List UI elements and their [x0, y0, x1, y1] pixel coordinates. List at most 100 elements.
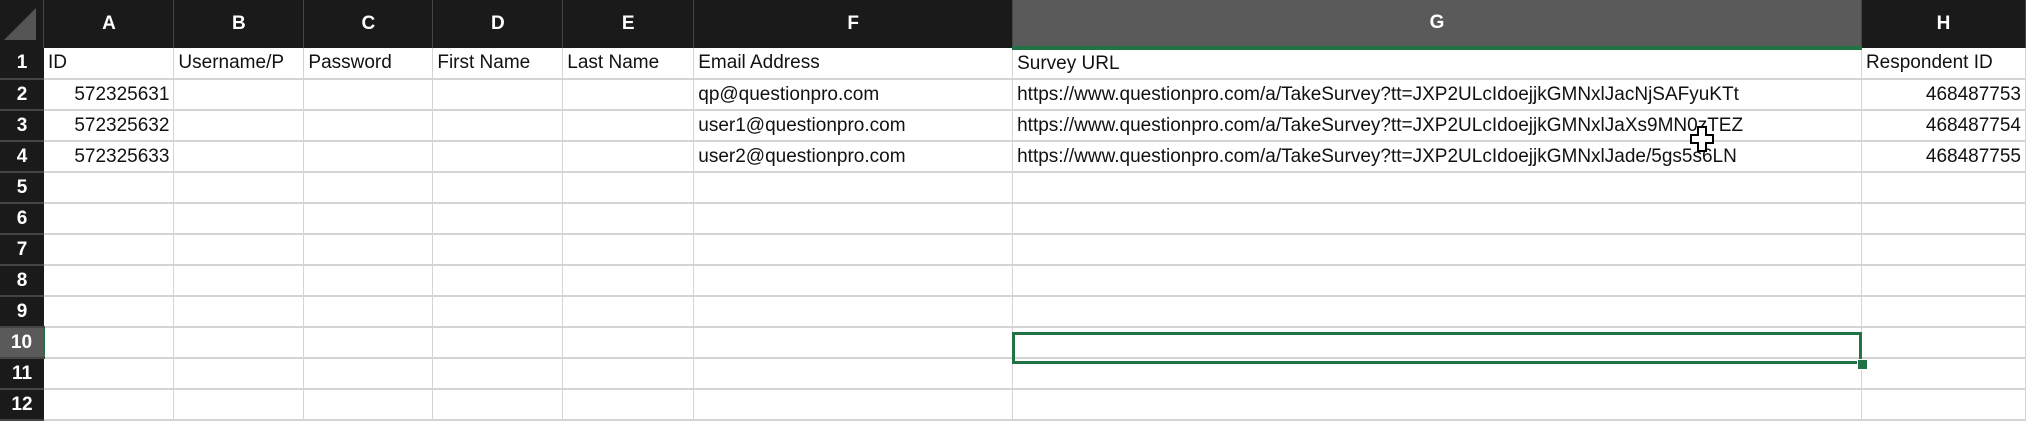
row-header-2[interactable]: 2 [0, 79, 44, 111]
row-header-7[interactable]: 7 [0, 234, 44, 266]
cell-b2[interactable] [173, 79, 305, 111]
cell-d2[interactable] [432, 79, 564, 111]
cell-h3[interactable]: 468487754 [1861, 110, 2026, 142]
column-header-f[interactable]: F [693, 0, 1014, 48]
cell-e5[interactable] [562, 172, 695, 204]
cell-b9[interactable] [173, 296, 305, 328]
select-all-corner[interactable] [0, 0, 45, 48]
row-header-10[interactable]: 10 [0, 327, 45, 359]
cell-c2[interactable] [303, 79, 434, 111]
cell-e9[interactable] [562, 296, 695, 328]
cell-c12[interactable] [303, 389, 434, 421]
cell-b5[interactable] [173, 172, 305, 204]
cell-f11[interactable] [693, 358, 1014, 390]
cell-g8[interactable] [1012, 265, 1862, 297]
cell-f2[interactable]: qp@questionpro.com [693, 79, 1014, 111]
cell-b7[interactable] [173, 234, 305, 266]
cell-h6[interactable] [1861, 203, 2026, 235]
cell-c8[interactable] [303, 265, 434, 297]
cell-g6[interactable] [1012, 203, 1862, 235]
cell-e1[interactable]: Last Name [562, 48, 695, 80]
cell-d5[interactable] [432, 172, 564, 204]
cell-g1[interactable]: Survey URL [1012, 48, 1862, 80]
cell-g7[interactable] [1012, 234, 1862, 266]
cell-a11[interactable] [43, 358, 175, 390]
fill-handle[interactable] [1857, 359, 1868, 370]
cell-d9[interactable] [432, 296, 564, 328]
cell-c7[interactable] [303, 234, 434, 266]
cell-f8[interactable] [693, 265, 1014, 297]
column-header-e[interactable]: E [562, 0, 695, 48]
cell-b12[interactable] [173, 389, 305, 421]
row-header-6[interactable]: 6 [0, 203, 44, 235]
column-header-g[interactable]: G [1012, 0, 1862, 50]
cell-e10[interactable] [562, 327, 695, 359]
cell-b3[interactable] [173, 110, 305, 142]
cell-f5[interactable] [693, 172, 1014, 204]
selected-cell-g10[interactable] [1012, 332, 1862, 364]
cell-c5[interactable] [303, 172, 434, 204]
row-header-8[interactable]: 8 [0, 265, 44, 297]
cell-d4[interactable] [432, 141, 564, 173]
column-header-d[interactable]: D [432, 0, 564, 48]
cell-g3[interactable]: https://www.questionpro.com/a/TakeSurvey… [1012, 110, 1862, 142]
cell-a5[interactable] [43, 172, 175, 204]
cell-h10[interactable] [1861, 327, 2026, 359]
cell-a4[interactable]: 572325633 [43, 141, 175, 173]
cell-d10[interactable] [432, 327, 564, 359]
cell-b6[interactable] [173, 203, 305, 235]
cell-b4[interactable] [173, 141, 305, 173]
cell-d7[interactable] [432, 234, 564, 266]
cell-c4[interactable] [303, 141, 434, 173]
cell-h1[interactable]: Respondent ID [1861, 48, 2026, 80]
cell-g2[interactable]: https://www.questionpro.com/a/TakeSurvey… [1012, 79, 1862, 111]
cell-c6[interactable] [303, 203, 434, 235]
cell-f7[interactable] [693, 234, 1014, 266]
cell-c1[interactable]: Password [303, 48, 434, 80]
cell-e4[interactable] [562, 141, 695, 173]
cell-a12[interactable] [43, 389, 175, 421]
column-header-c[interactable]: C [303, 0, 434, 48]
cell-f12[interactable] [693, 389, 1014, 421]
cell-d3[interactable] [432, 110, 564, 142]
cell-h4[interactable]: 468487755 [1861, 141, 2026, 173]
cell-b11[interactable] [173, 358, 305, 390]
cell-f3[interactable]: user1@questionpro.com [693, 110, 1014, 142]
cell-b1[interactable]: Username/P [173, 48, 305, 80]
cell-b10[interactable] [173, 327, 305, 359]
cell-f1[interactable]: Email Address [693, 48, 1014, 80]
cell-f4[interactable]: user2@questionpro.com [693, 141, 1014, 173]
cell-c9[interactable] [303, 296, 434, 328]
cell-a9[interactable] [43, 296, 175, 328]
row-header-11[interactable]: 11 [0, 358, 44, 390]
cell-a3[interactable]: 572325632 [43, 110, 175, 142]
cell-a8[interactable] [43, 265, 175, 297]
cell-e3[interactable] [562, 110, 695, 142]
cell-c10[interactable] [303, 327, 434, 359]
cell-d6[interactable] [432, 203, 564, 235]
cell-c3[interactable] [303, 110, 434, 142]
row-header-1[interactable]: 1 [0, 48, 44, 80]
row-header-9[interactable]: 9 [0, 296, 44, 328]
cell-h5[interactable] [1861, 172, 2026, 204]
cell-e12[interactable] [562, 389, 695, 421]
cell-e11[interactable] [562, 358, 695, 390]
cell-e7[interactable] [562, 234, 695, 266]
cell-a7[interactable] [43, 234, 175, 266]
cell-d12[interactable] [432, 389, 564, 421]
cell-g9[interactable] [1012, 296, 1862, 328]
cell-e8[interactable] [562, 265, 695, 297]
row-header-5[interactable]: 5 [0, 172, 44, 204]
cell-h12[interactable] [1861, 389, 2026, 421]
cell-a10[interactable] [43, 327, 175, 359]
cell-d8[interactable] [432, 265, 564, 297]
column-header-b[interactable]: B [173, 0, 305, 48]
cell-h11[interactable] [1861, 358, 2026, 390]
column-header-h[interactable]: H [1861, 0, 2026, 48]
cell-e6[interactable] [562, 203, 695, 235]
cell-d1[interactable]: First Name [432, 48, 564, 80]
row-header-4[interactable]: 4 [0, 141, 44, 173]
cell-b8[interactable] [173, 265, 305, 297]
cell-h2[interactable]: 468487753 [1861, 79, 2026, 111]
